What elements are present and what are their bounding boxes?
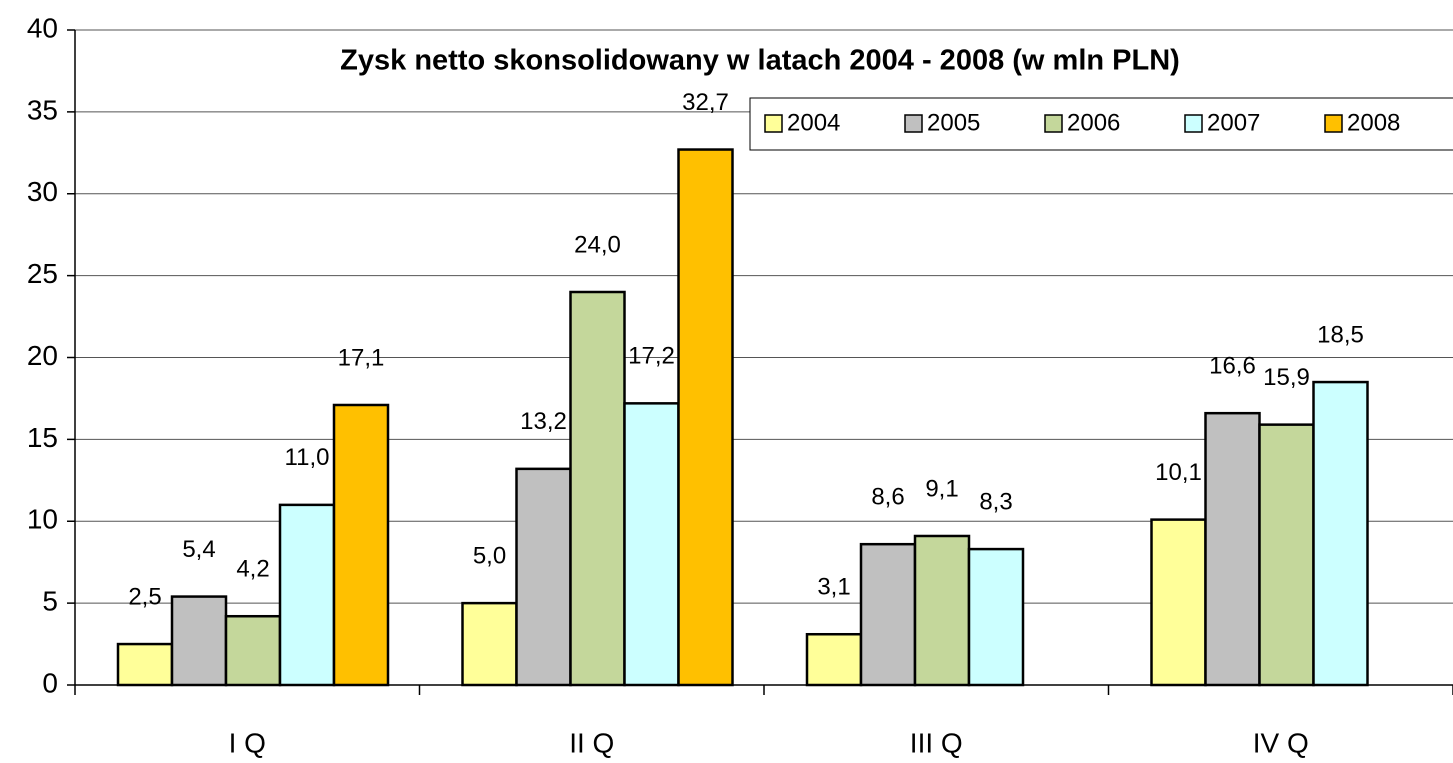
legend-swatch [1324, 114, 1343, 133]
legend-label: 2007 [1207, 109, 1260, 136]
data-label: 11,0 [285, 444, 330, 471]
legend-label: 2008 [1347, 109, 1400, 136]
data-label: 24,0 [574, 231, 621, 258]
legend: 2004 2005 2006 2007 2008 [749, 97, 1453, 151]
data-label: 17,1 [338, 344, 385, 371]
data-label: 18,5 [1317, 321, 1364, 348]
bar [805, 632, 863, 687]
bar [859, 542, 917, 687]
legend-swatch [904, 114, 923, 133]
bar [1258, 423, 1315, 687]
bar [1312, 380, 1369, 687]
bar [913, 534, 971, 687]
data-label: 17,2 [628, 343, 675, 370]
legend-label: 2004 [787, 109, 840, 136]
legend-swatch [1184, 114, 1203, 133]
bar [569, 290, 626, 687]
bar [170, 595, 228, 687]
x-tick-label: I Q [229, 727, 266, 758]
y-tick-label: 35 [27, 94, 58, 125]
y-tick-label: 25 [27, 258, 58, 289]
data-label: 9,1 [925, 475, 958, 502]
data-label: 8,3 [979, 488, 1012, 515]
legend-label: 2005 [927, 109, 980, 136]
legend-swatch [1044, 114, 1063, 133]
data-label: 2,5 [128, 583, 161, 610]
data-label: 10,1 [1155, 459, 1202, 486]
data-label: 15,9 [1263, 364, 1310, 391]
bar [332, 403, 390, 687]
data-label: 3,1 [817, 574, 850, 601]
data-label: 16,6 [1209, 353, 1256, 380]
bars: I Q 2,5 5,4 4,2 11,0 17,1 II Q 5,0 13,2 24,0 17,2 3… [116, 89, 1369, 758]
data-label: 5,0 [473, 542, 506, 569]
bar [515, 467, 572, 687]
data-label: 5,4 [182, 536, 215, 563]
legend-label: 2006 [1067, 109, 1120, 136]
y-tick-label: 15 [27, 422, 58, 453]
bar [461, 601, 518, 687]
data-label: 8,6 [871, 484, 904, 511]
x-tick-label: IV Q [1253, 727, 1309, 758]
y-tick-label: 30 [27, 176, 58, 207]
y-tick-label: 0 [42, 667, 58, 698]
bar [677, 148, 734, 687]
bar [1150, 518, 1207, 687]
bar [967, 547, 1025, 687]
bar [224, 614, 282, 687]
y-tick-label: 20 [27, 340, 58, 371]
bar [623, 402, 680, 687]
bar [116, 642, 174, 687]
y-tick-label: 10 [27, 504, 58, 535]
x-tick-label: III Q [910, 727, 963, 758]
y-tick-label: 5 [42, 586, 58, 617]
data-label: 13,2 [520, 408, 567, 435]
bar [278, 503, 336, 687]
x-tick-label: II Q [569, 727, 614, 758]
data-label: 32,7 [682, 89, 729, 116]
chart-title: Zysk netto skonsolidowany w latach 2004 … [340, 45, 1180, 77]
y-tick-label: 40 [27, 12, 58, 43]
data-label: 4,2 [236, 556, 269, 583]
bar [1204, 411, 1261, 687]
legend-swatch [764, 114, 783, 133]
